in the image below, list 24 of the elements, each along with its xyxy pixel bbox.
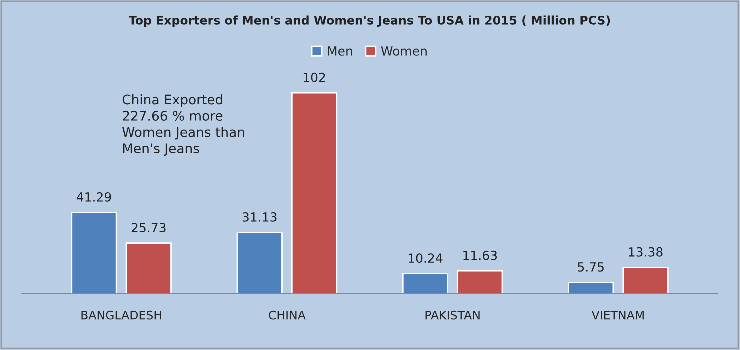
legend-label: Women [381,46,427,56]
data-label: 41.29 [76,192,112,202]
bar [291,92,338,294]
bar [622,266,669,294]
x-tick-label: PAKISTAN [426,310,480,320]
bar [126,242,172,294]
annotation: China Exported 227.66 % more Women Jeans than Men's Jeans [122,94,244,156]
bar [457,270,504,294]
data-label: 13.38 [629,247,663,257]
legend-label: Men [328,46,352,56]
x-tick-label: BANGLADESH [82,310,162,320]
data-label: 10.24 [408,254,443,264]
data-label: 5.75 [578,262,604,272]
data-label: 25.73 [132,223,166,233]
data-label: 31.13 [242,212,277,222]
bar [568,282,614,294]
bar [402,273,449,294]
data-label: 102 [304,72,326,82]
bar [236,232,283,294]
bar [71,212,118,294]
data-label: 11.63 [464,250,498,260]
x-tick-label: CHINA [269,310,306,320]
x-tick-label: VIETNAM [592,311,644,320]
chart-title: Top Exporters of Men's and Women's Jeans To USA in 2015 ( Million PCS) [128,16,610,28]
